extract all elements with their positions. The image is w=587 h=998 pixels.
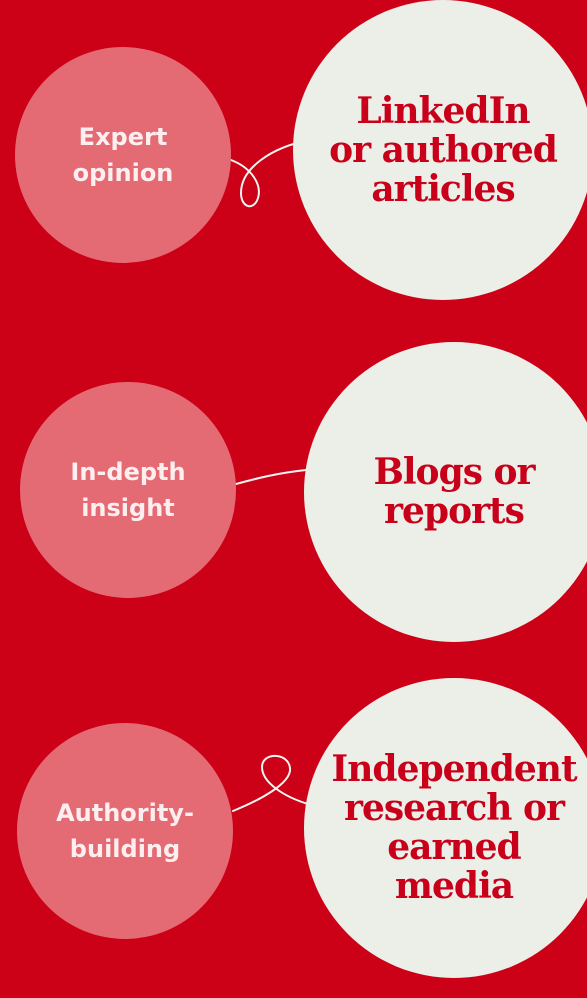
format-label: Blogs or reports (373, 451, 535, 532)
format-label: LinkedIn or authored articles (329, 89, 558, 210)
connector-line-2 (235, 469, 307, 485)
format-circle: Blogs or reports (304, 342, 587, 642)
purpose-label: Expert opinion (72, 123, 174, 187)
purpose-circle: Expert opinion (15, 47, 231, 263)
purpose-circle: In-depth insight (20, 382, 236, 598)
format-circle: Independent research or earned media (304, 678, 587, 978)
connector-line-3 (232, 754, 309, 812)
purpose-label: In-depth insight (70, 458, 186, 522)
format-label: Independent research or earned media (331, 748, 577, 907)
purpose-label: Authority- building (56, 799, 194, 863)
purpose-circle: Authority- building (17, 723, 233, 939)
format-circle: LinkedIn or authored articles (293, 0, 587, 300)
